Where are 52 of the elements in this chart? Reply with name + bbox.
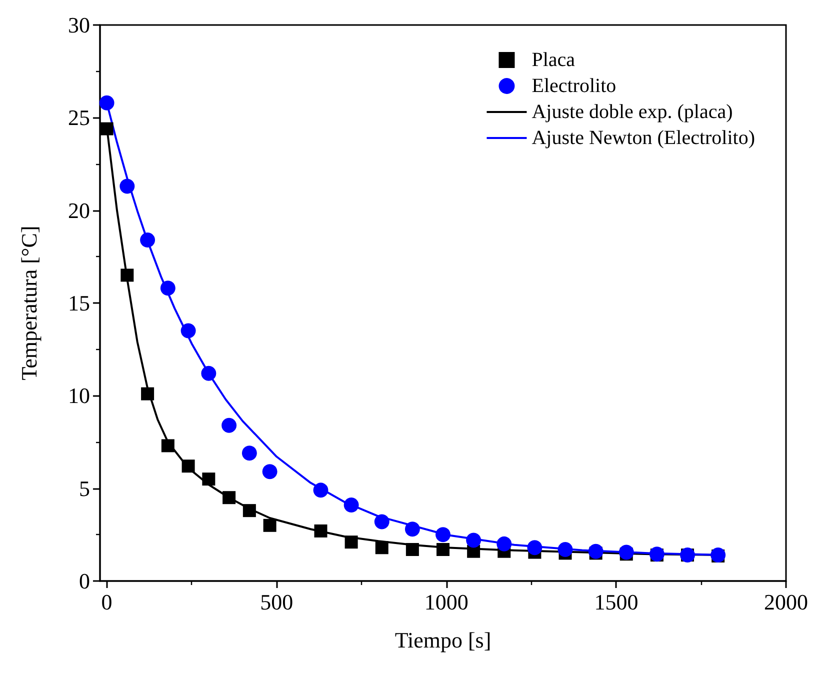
point	[180, 323, 196, 338]
y-tick-label: 20	[68, 198, 90, 223]
point	[496, 536, 512, 552]
legend-label: Placa	[532, 49, 576, 71]
point	[527, 540, 542, 556]
point	[558, 542, 573, 557]
point	[182, 460, 195, 473]
point	[466, 532, 482, 548]
x-tick-label: 1500	[594, 590, 638, 614]
point	[242, 504, 256, 518]
legend-label: Electrolito	[532, 75, 616, 97]
y-tick-label: 25	[68, 105, 90, 130]
point	[99, 95, 114, 110]
legend-label: Ajuste Newton (Electrolito)	[532, 127, 756, 149]
y-tick-label: 10	[68, 383, 90, 408]
point	[314, 524, 328, 538]
point	[120, 178, 135, 194]
y-tick-label: 5	[79, 476, 90, 501]
x-tick-label: 500	[260, 590, 294, 614]
point	[374, 514, 390, 530]
point	[141, 387, 154, 400]
x-tick-label: 2000	[764, 590, 808, 614]
point	[618, 544, 634, 560]
point	[161, 439, 174, 452]
point	[344, 536, 358, 549]
point	[120, 268, 134, 282]
point	[202, 472, 216, 486]
point	[588, 544, 604, 559]
y-tick-label: 15	[68, 290, 90, 316]
point	[404, 522, 420, 537]
point	[140, 232, 156, 248]
point	[262, 464, 278, 480]
x-axis-title: Tiempo [s]	[394, 628, 492, 652]
y-tick-label: 0	[79, 568, 90, 594]
point	[160, 280, 176, 296]
point	[100, 122, 114, 136]
point	[313, 482, 328, 498]
legend-label: Ajuste doble exp. (placa)	[532, 101, 733, 123]
point	[344, 498, 359, 513]
point	[436, 542, 450, 556]
y-tick-label: 30	[68, 12, 90, 38]
x-tick-label: 1000	[424, 590, 468, 614]
point	[222, 491, 236, 504]
point	[375, 541, 388, 554]
point	[201, 366, 216, 381]
x-tick-label: 0	[101, 590, 112, 614]
point	[222, 418, 237, 433]
point	[406, 542, 419, 556]
point	[242, 446, 257, 461]
point	[263, 518, 276, 532]
point	[436, 527, 450, 542]
y-axis-title: Temperatura [°C]	[16, 226, 42, 380]
